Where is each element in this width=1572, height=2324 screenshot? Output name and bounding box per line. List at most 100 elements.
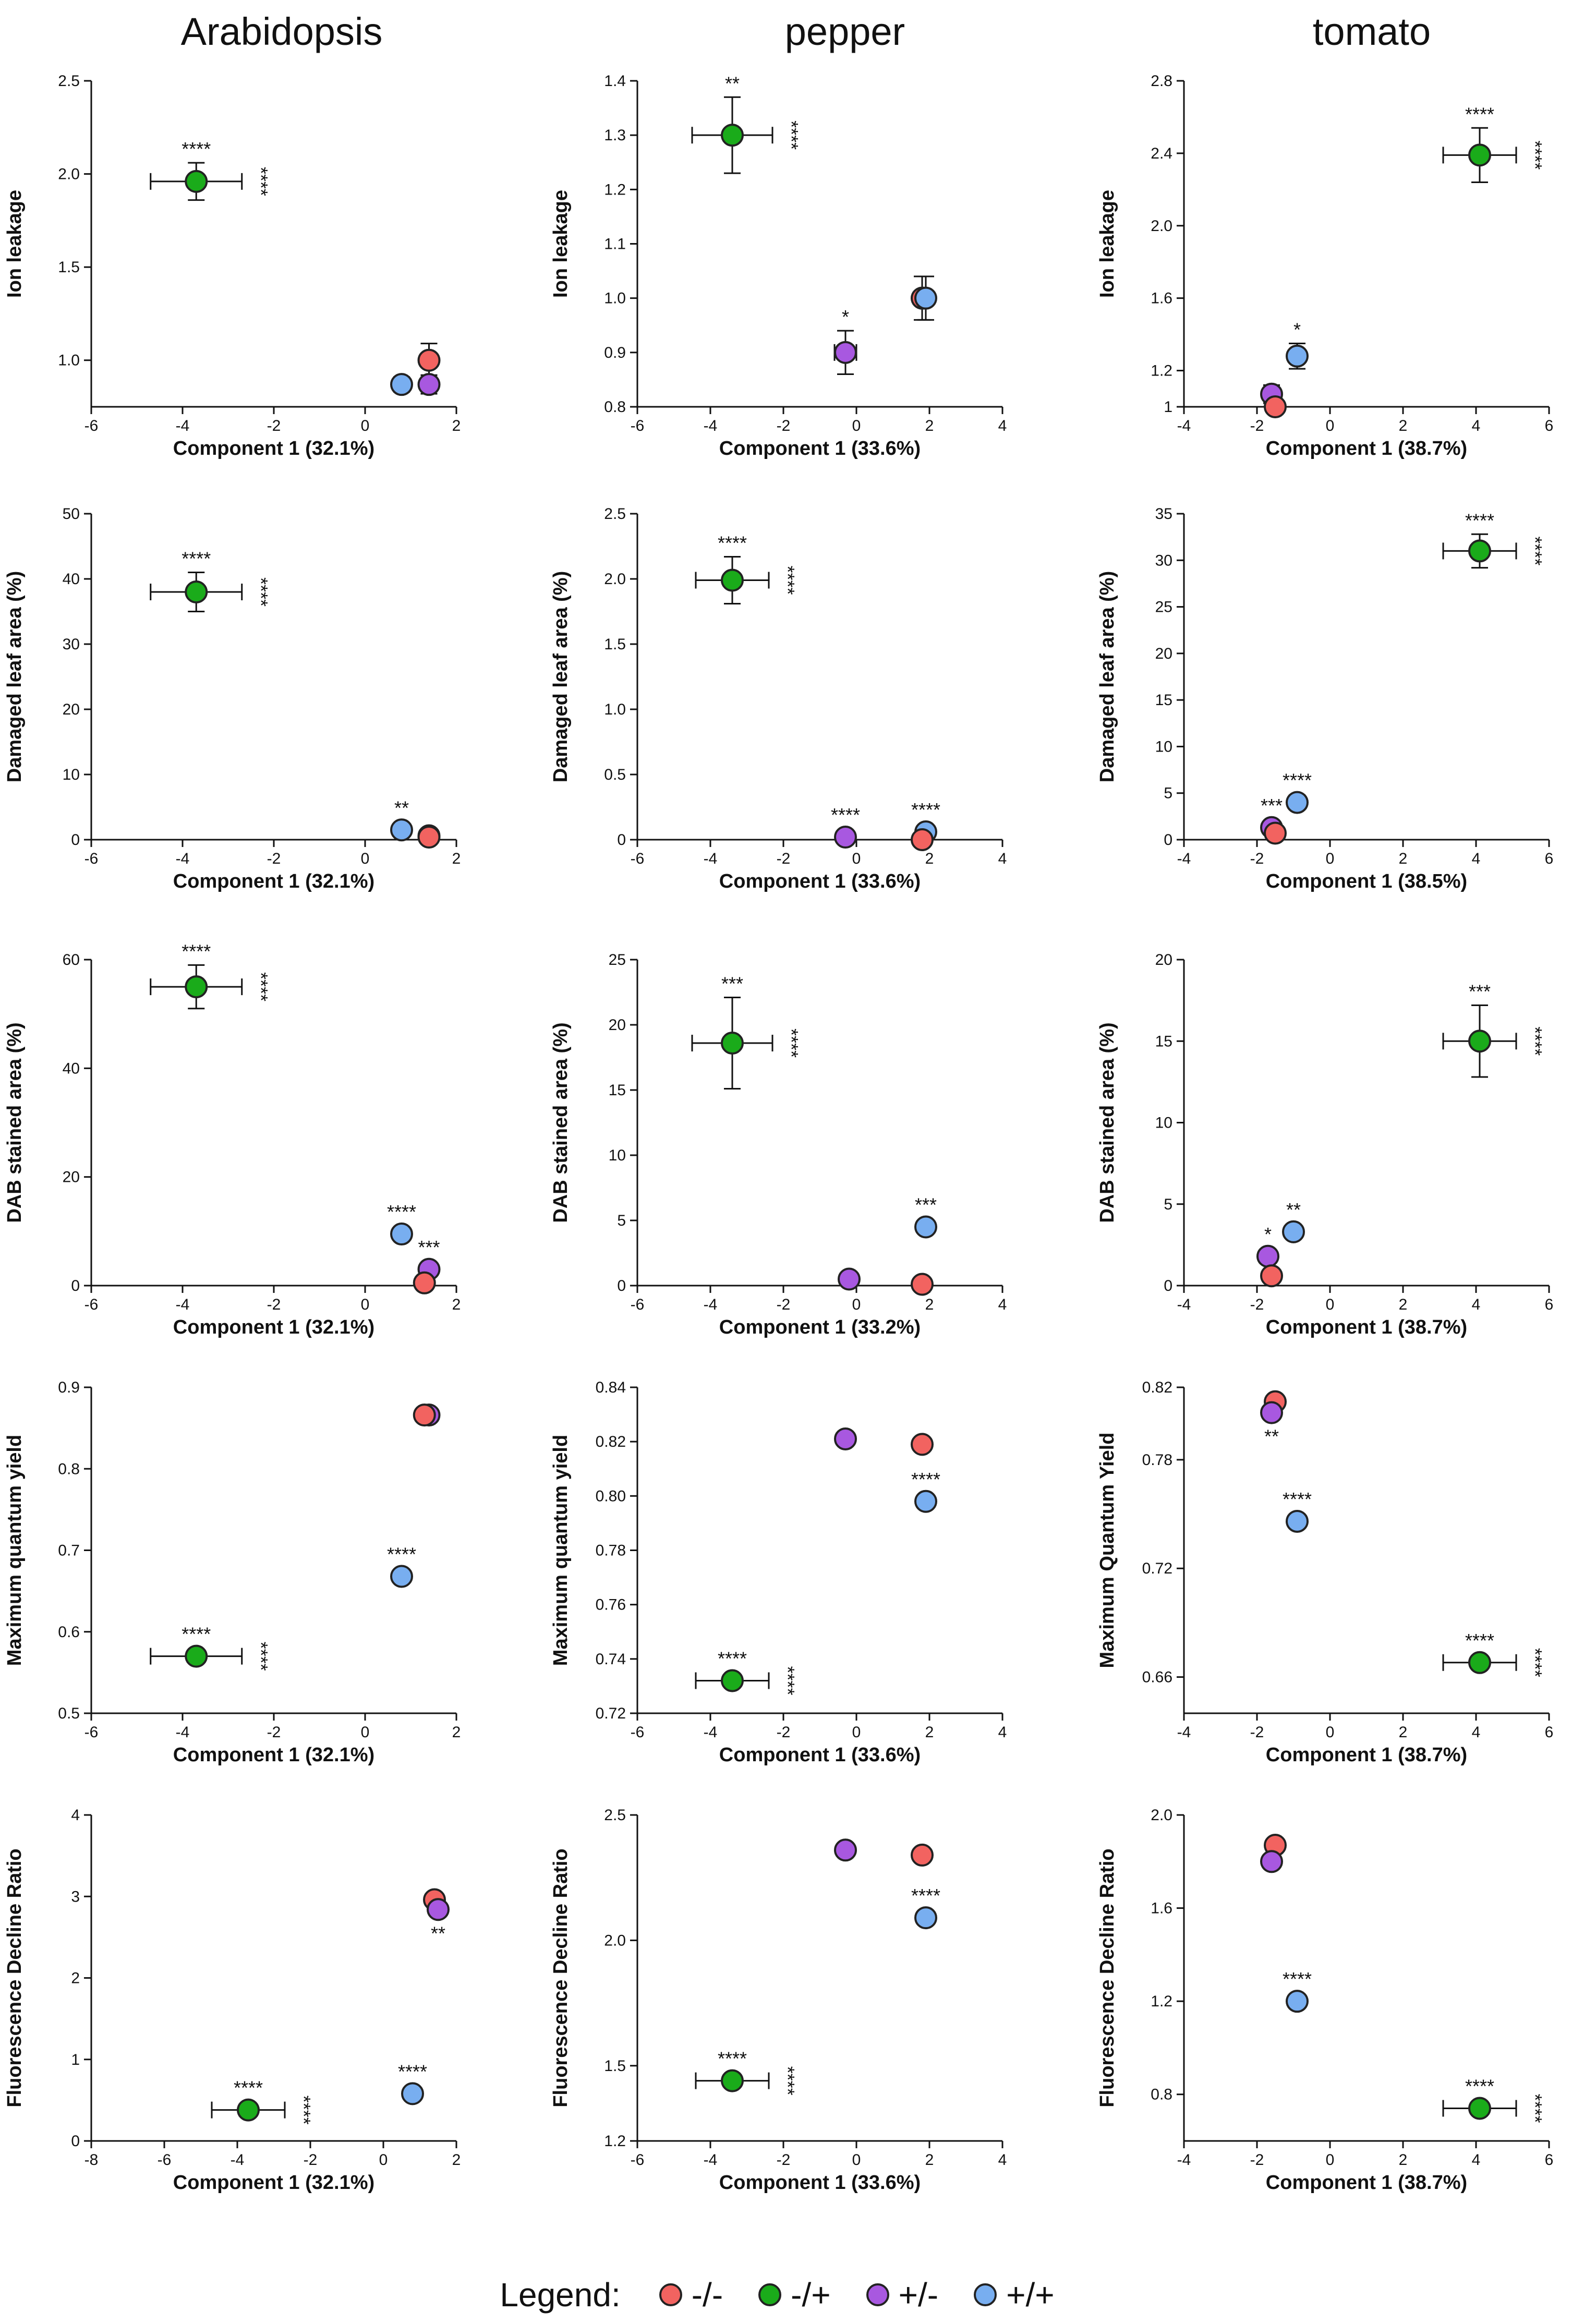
significance-label: ****: [182, 940, 211, 962]
panel-2-2: -4 -2 0 2 4 6 0 5 10 15 20 Component 1 (38.7%) DAB s…: [1096, 951, 1553, 1338]
x-tick-label: -2: [1250, 417, 1264, 434]
x-tick-label: -8: [84, 2151, 99, 2169]
x-tick-label: -2: [267, 1296, 281, 1313]
significance-label-vertical: ****: [250, 972, 272, 1001]
y-tick-label: 10: [1155, 738, 1172, 755]
x-tick-label: -6: [84, 850, 99, 867]
y-axis-label: Maximum quantum yield: [550, 1435, 572, 1666]
y-tick-label: 1.6: [1151, 290, 1172, 307]
x-tick-label: -4: [1177, 1296, 1191, 1313]
data-point-mp: [185, 580, 208, 603]
y-axis-label: Damaged leaf area (%): [550, 571, 572, 783]
y-tick-label: 1.2: [1151, 362, 1172, 380]
y-tick-label: 2.0: [1151, 1807, 1172, 1824]
significance-label: ****: [387, 1544, 416, 1565]
x-tick-label: 0: [1326, 417, 1335, 434]
data-point-pm: [1260, 1401, 1283, 1424]
data-point-pp: [914, 286, 937, 310]
y-tick-label: 10: [63, 766, 80, 783]
y-tick-label: 1.3: [604, 127, 626, 144]
data-point-pm: [1256, 1244, 1279, 1268]
x-tick-label: 0: [1326, 2151, 1335, 2169]
y-tick-label: 2.0: [604, 571, 626, 588]
x-tick-label: -2: [1250, 2151, 1264, 2169]
x-axis-label: Component 1 (33.6%): [719, 870, 921, 892]
x-tick-label: 4: [998, 1724, 1007, 1741]
y-tick-label: 0: [71, 2133, 80, 2150]
x-tick-label: 0: [852, 1724, 861, 1741]
x-tick-label: 2: [452, 1724, 461, 1741]
x-tick-label: 0: [361, 1724, 370, 1741]
data-point-pm: [834, 1838, 857, 1862]
y-tick-label: 1.0: [58, 352, 80, 369]
x-tick-label: -2: [777, 1724, 791, 1741]
x-tick-label: 2: [925, 1724, 934, 1741]
x-tick-label: 0: [852, 1296, 861, 1313]
x-tick-label: 2: [1399, 2151, 1408, 2169]
y-tick-label: 1.2: [604, 2133, 626, 2150]
y-tick-label: 20: [1155, 645, 1172, 662]
y-tick-label: 25: [1155, 599, 1172, 616]
y-tick-label: 0: [71, 1277, 80, 1294]
significance-label-vertical: ****: [781, 1028, 802, 1058]
x-tick-label: 0: [1326, 1724, 1335, 1741]
x-tick-label: -6: [631, 417, 645, 434]
y-tick-label: 30: [1155, 552, 1172, 569]
x-tick-label: 0: [1326, 850, 1335, 867]
x-tick-label: 2: [1399, 850, 1408, 867]
x-tick-label: -2: [267, 850, 281, 867]
y-tick-label: 0.84: [596, 1379, 626, 1396]
x-axis-label: Component 1 (33.6%): [719, 1744, 921, 1766]
y-tick-label: 4: [71, 1807, 80, 1824]
y-tick-label: 10: [609, 1147, 626, 1164]
data-point-mm: [413, 1271, 436, 1294]
data-point-pp: [390, 818, 413, 842]
significance-label: ****: [1465, 1630, 1494, 1651]
x-tick-label: -2: [304, 2151, 318, 2169]
y-tick-label: 0.76: [596, 1596, 626, 1614]
x-tick-label: 4: [998, 2151, 1007, 2169]
x-tick-label: 4: [1472, 417, 1481, 434]
x-tick-label: -4: [704, 1724, 718, 1741]
y-tick-label: 0.72: [1142, 1560, 1172, 1577]
x-tick-label: -2: [1250, 1296, 1264, 1313]
significance-label: ***: [1261, 795, 1283, 816]
x-tick-label: -4: [231, 2151, 245, 2169]
y-tick-label: 40: [63, 1060, 80, 1077]
y-tick-label: 5: [1164, 785, 1172, 802]
x-tick-label: -4: [1177, 2151, 1191, 2169]
significance-label-vertical: ****: [777, 2066, 799, 2096]
x-axis-label: Component 1 (32.1%): [173, 2172, 374, 2194]
x-tick-label: 2: [925, 2151, 934, 2169]
data-point-mp: [1468, 539, 1491, 563]
x-tick-label: -2: [777, 1296, 791, 1313]
data-point-pm: [417, 373, 441, 396]
significance-label: ****: [1465, 510, 1494, 531]
y-tick-label: 25: [609, 951, 626, 969]
y-tick-label: 50: [63, 505, 80, 523]
y-tick-label: 0.78: [1142, 1451, 1172, 1469]
x-tick-label: 6: [1545, 1296, 1554, 1313]
x-tick-label: 4: [998, 850, 1007, 867]
significance-label: ***: [721, 973, 743, 995]
significance-label-vertical: ****: [250, 577, 272, 607]
data-point-mp: [1468, 1651, 1491, 1674]
x-tick-label: 4: [1472, 1296, 1481, 1313]
legend-label: +/+: [1006, 2276, 1055, 2314]
y-tick-label: 20: [609, 1016, 626, 1034]
y-tick-label: 1.5: [604, 2057, 626, 2075]
y-tick-label: 2.0: [58, 166, 80, 183]
significance-label: **: [1264, 1426, 1279, 1447]
y-tick-label: 5: [617, 1212, 626, 1229]
y-axis-label: Fluorescence Decline Ratio: [550, 1848, 572, 2107]
y-axis-label: Fluorescence Decline Ratio: [4, 1848, 26, 2107]
x-tick-label: 2: [1399, 417, 1408, 434]
y-tick-label: 0: [617, 831, 626, 849]
y-axis-label: Damaged leaf area (%): [1096, 571, 1118, 783]
x-tick-label: 0: [852, 850, 861, 867]
y-tick-label: 1: [1164, 398, 1172, 416]
significance-label-vertical: ****: [777, 565, 799, 595]
legend-marker: [974, 2283, 997, 2306]
x-tick-label: 6: [1545, 1724, 1554, 1741]
y-tick-label: 15: [609, 1082, 626, 1099]
